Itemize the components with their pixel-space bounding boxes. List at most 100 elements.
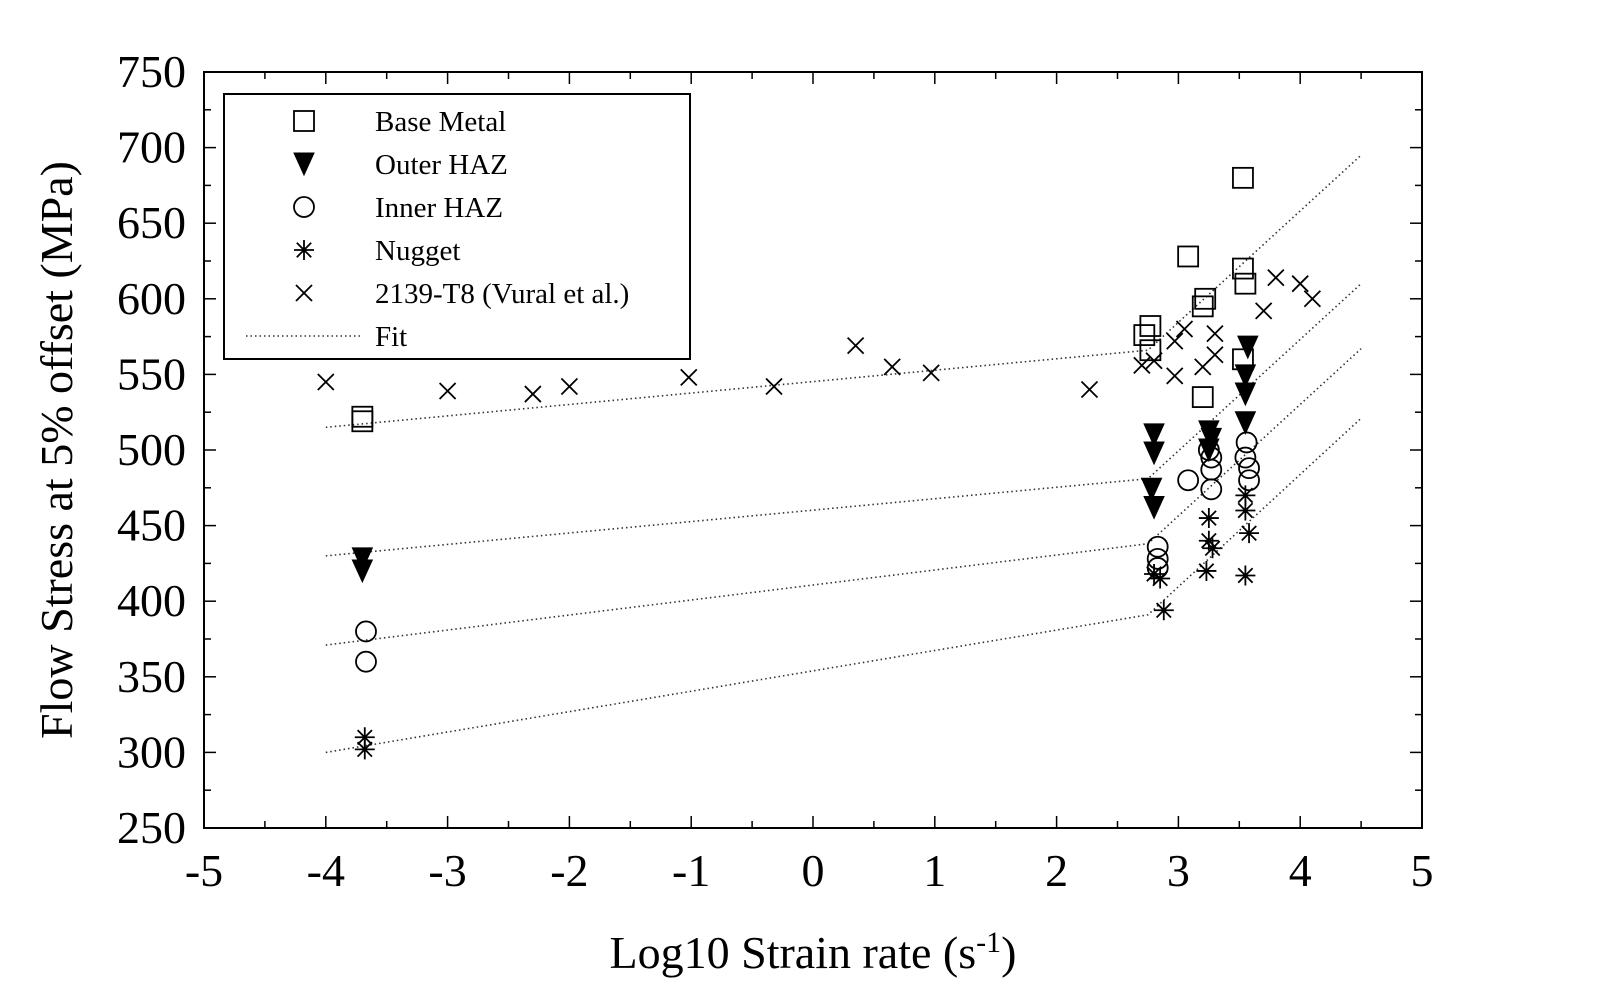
vural-marker <box>317 373 335 391</box>
legend-label: Outer HAZ <box>375 149 508 181</box>
fit-line <box>325 154 1362 429</box>
series-asterisk <box>354 485 1260 760</box>
vural-marker <box>922 364 940 382</box>
y-tick-label: 650 <box>117 197 186 248</box>
y-axis-title: Flow Stress at 5% offset (MPa) <box>31 161 82 739</box>
nugget-marker <box>1235 565 1256 586</box>
vural-marker <box>1175 320 1194 338</box>
nugget-marker <box>1153 600 1174 621</box>
vural-marker <box>1255 302 1273 320</box>
fit-line <box>325 417 1362 754</box>
x-axis-title-close: ) <box>1001 927 1016 978</box>
outer-haz-marker <box>1234 364 1257 389</box>
vural-marker <box>524 385 542 403</box>
vural-marker <box>1080 380 1099 399</box>
inner-haz-marker <box>1200 458 1223 481</box>
outer-haz-marker <box>1140 477 1163 502</box>
vural-marker <box>1133 356 1151 374</box>
y-tick-label: 550 <box>117 348 186 399</box>
vural-marker <box>295 284 313 302</box>
base-metal-marker <box>1139 339 1162 362</box>
legend-entry: Base Metal <box>293 106 506 138</box>
vural-marker <box>1206 346 1224 364</box>
base-metal-marker <box>1191 295 1214 318</box>
inner-haz-marker <box>1146 547 1169 570</box>
base-metal-marker <box>1194 287 1217 310</box>
outer-haz-marker <box>351 559 374 584</box>
nugget-marker <box>1198 530 1219 551</box>
legend-label: 2139-T8 (Vural et al.) <box>375 278 629 310</box>
series-filled-triangle-down <box>351 335 1259 584</box>
legend-label: Nugget <box>375 235 460 267</box>
nugget-marker <box>294 240 314 260</box>
inner-haz-marker <box>1177 469 1200 492</box>
x-tick-label: 0 <box>802 845 825 896</box>
y-tick-labels: 250 300 350 400 450 500 550 600 650 700 750 <box>117 46 186 853</box>
data-points <box>317 166 1322 760</box>
outer-haz-marker <box>1234 411 1257 435</box>
outer-haz-marker <box>1234 382 1257 407</box>
nugget-marker <box>1144 563 1165 584</box>
nugget-marker <box>1235 485 1256 506</box>
legend-label: Inner HAZ <box>375 192 503 224</box>
legend: Base Metal Outer HAZ Inner HAZ Nugget 2139-T… <box>223 93 691 360</box>
vural-marker <box>765 377 783 396</box>
nugget-marker <box>1239 523 1260 544</box>
vural-marker <box>1145 352 1163 370</box>
inner-haz-marker <box>1238 469 1260 492</box>
nugget-marker <box>1198 508 1219 529</box>
x-tick-label: -5 <box>185 845 223 896</box>
y-tick-label: 700 <box>117 122 186 173</box>
fit-line <box>325 283 1362 557</box>
inner-haz-marker <box>293 196 315 218</box>
base-metal-marker <box>1232 166 1254 189</box>
vural-marker <box>1166 332 1184 350</box>
base-metal-marker <box>1177 245 1200 268</box>
base-metal-marker <box>293 110 315 132</box>
y-tick-label: 750 <box>117 46 186 97</box>
outer-haz-marker <box>351 547 374 572</box>
vural-marker <box>1206 324 1224 343</box>
x-tick-label: -4 <box>307 845 345 896</box>
vural-marker <box>680 368 698 387</box>
legend-entry: Outer HAZ <box>293 149 508 181</box>
vural-marker <box>1303 290 1322 308</box>
x-tick-label: 4 <box>1289 845 1312 896</box>
inner-haz-marker <box>1238 457 1260 480</box>
axis-ticks <box>203 71 1423 829</box>
legend-label: Base Metal <box>375 106 506 138</box>
inner-haz-marker <box>1200 478 1223 501</box>
x-tick-label: -1 <box>672 845 710 896</box>
vural-marker <box>1291 275 1309 293</box>
base-metal-marker <box>1234 272 1257 295</box>
base-metal-marker <box>1232 257 1254 280</box>
nugget-marker <box>354 727 375 748</box>
legend-entry: Fit <box>246 321 407 353</box>
outer-haz-marker <box>1143 441 1165 466</box>
x-axis-title: Log10 Strain rate (s-1) <box>610 926 1017 978</box>
legend-label: Fit <box>375 321 407 353</box>
inner-haz-marker <box>1200 446 1223 469</box>
vural-marker <box>1267 268 1285 287</box>
vural-marker <box>883 358 901 376</box>
x-tick-label: 2 <box>1045 845 1068 896</box>
nugget-marker <box>1235 500 1256 521</box>
nugget-marker <box>354 739 375 760</box>
x-tick-label: -2 <box>550 845 588 896</box>
vural-marker <box>1166 367 1184 385</box>
y-tick-label: 300 <box>117 726 186 777</box>
legend-entry: 2139-T8 (Vural et al.) <box>295 278 629 310</box>
inner-haz-marker <box>1146 535 1169 558</box>
nugget-marker <box>1196 560 1217 581</box>
inner-haz-marker <box>355 650 377 673</box>
legend-entry: Inner HAZ <box>293 192 503 224</box>
legend-entry: Nugget <box>294 235 460 267</box>
inner-haz-marker <box>1235 431 1258 454</box>
legend-box <box>223 93 691 360</box>
outer-haz-marker <box>1143 495 1165 520</box>
inner-haz-marker <box>355 620 377 643</box>
series-x <box>317 268 1322 403</box>
x-axis-title-main: Log10 Strain rate (s <box>610 927 977 978</box>
series-open-circle <box>355 431 1260 673</box>
